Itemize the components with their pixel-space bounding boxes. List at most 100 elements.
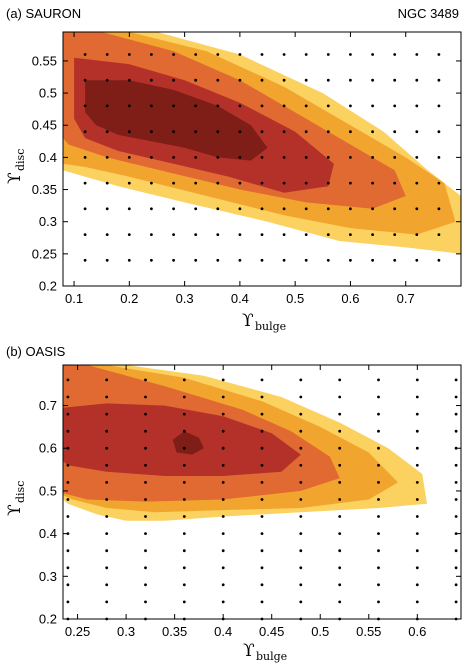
grid-point <box>172 104 176 108</box>
grid-point <box>393 53 397 56</box>
grid-point <box>221 600 225 604</box>
grid-point <box>393 233 397 237</box>
grid-point <box>371 156 374 159</box>
grid-point <box>299 463 303 467</box>
grid-point <box>105 600 109 604</box>
grid-point <box>172 156 176 159</box>
grid-point <box>304 207 308 211</box>
grid-point <box>182 583 186 587</box>
grid-point <box>377 463 380 467</box>
grid-point <box>349 104 352 108</box>
grid-point <box>105 446 109 450</box>
panel-a-ylabel-subscript: disc <box>14 149 27 171</box>
grid-point <box>338 463 342 467</box>
grid-point <box>260 395 264 399</box>
grid-point <box>415 600 419 604</box>
grid-point <box>238 130 242 134</box>
grid-point <box>144 412 147 416</box>
grid-point <box>454 566 458 570</box>
grid-point <box>454 395 458 399</box>
grid-point <box>83 130 87 134</box>
y-tick-label: 0.4 <box>39 526 57 541</box>
y-tick-label: 0.7 <box>39 398 57 413</box>
grid-point <box>393 156 397 159</box>
grid-point <box>260 78 264 82</box>
grid-point <box>377 515 380 518</box>
grid-point <box>194 181 198 185</box>
grid-point <box>66 429 70 433</box>
grid-point <box>454 412 458 416</box>
grid-point <box>66 549 70 553</box>
grid-point <box>66 515 70 518</box>
grid-point <box>127 53 131 56</box>
grid-point <box>66 583 70 587</box>
grid-point <box>66 498 70 501</box>
grid-point <box>393 104 397 108</box>
grid-point <box>371 53 374 56</box>
grid-point <box>144 600 147 604</box>
grid-point <box>377 481 380 484</box>
x-tick-label: 0.3 <box>176 291 194 306</box>
contour-level-5 <box>172 431 204 455</box>
grid-point <box>349 130 352 134</box>
grid-point <box>182 532 186 535</box>
grid-point <box>105 258 109 262</box>
grid-point <box>415 258 419 262</box>
grid-point <box>194 104 198 108</box>
grid-point <box>437 156 441 159</box>
grid-point <box>105 412 109 416</box>
y-tick-label: 0.55 <box>32 53 57 68</box>
grid-point <box>260 481 264 484</box>
grid-point <box>338 412 342 416</box>
grid-point <box>216 78 220 82</box>
grid-point <box>349 258 352 262</box>
grid-point <box>377 429 380 433</box>
grid-point <box>105 549 109 553</box>
grid-point <box>299 566 303 570</box>
grid-point <box>150 258 153 262</box>
grid-point <box>150 53 153 56</box>
grid-point <box>326 78 330 82</box>
grid-point <box>83 181 87 185</box>
grid-point <box>454 515 458 518</box>
grid-point <box>144 378 147 382</box>
grid-point <box>221 378 225 382</box>
grid-point <box>326 181 330 185</box>
panel-b: (b) OASIS 0.25 0.3 0.35 0.4 0.45 0.5 0.55 0.60.… <box>5 344 462 663</box>
grid-point <box>454 583 458 587</box>
grid-point <box>415 395 419 399</box>
grid-point <box>144 446 147 450</box>
panel-b-grid-points <box>66 378 458 621</box>
grid-point <box>349 181 352 185</box>
grid-point <box>415 412 419 416</box>
grid-point <box>221 549 225 553</box>
grid-point <box>326 130 330 134</box>
grid-point <box>371 104 374 108</box>
grid-point <box>349 233 352 237</box>
grid-point <box>299 412 303 416</box>
grid-point <box>299 515 303 518</box>
grid-point <box>182 429 186 433</box>
panel-b-xlabel-subscript: bulge <box>256 650 287 663</box>
grid-point <box>393 181 397 185</box>
grid-point <box>105 463 109 467</box>
grid-point <box>282 78 286 82</box>
grid-point <box>83 258 87 262</box>
grid-point <box>377 583 380 587</box>
grid-point <box>260 463 264 467</box>
grid-point <box>221 463 225 467</box>
grid-point <box>144 395 147 399</box>
grid-point <box>182 600 186 604</box>
grid-point <box>105 181 109 185</box>
grid-point <box>377 395 380 399</box>
grid-point <box>216 258 220 262</box>
grid-point <box>66 412 70 416</box>
grid-point <box>260 600 264 604</box>
panel-a-grid-points <box>83 53 441 262</box>
grid-point <box>304 130 308 134</box>
grid-point <box>415 378 419 382</box>
grid-point <box>282 207 286 211</box>
grid-point <box>144 583 147 587</box>
panel-b-ylabel: ϒ disc <box>5 481 27 516</box>
grid-point <box>127 104 131 108</box>
